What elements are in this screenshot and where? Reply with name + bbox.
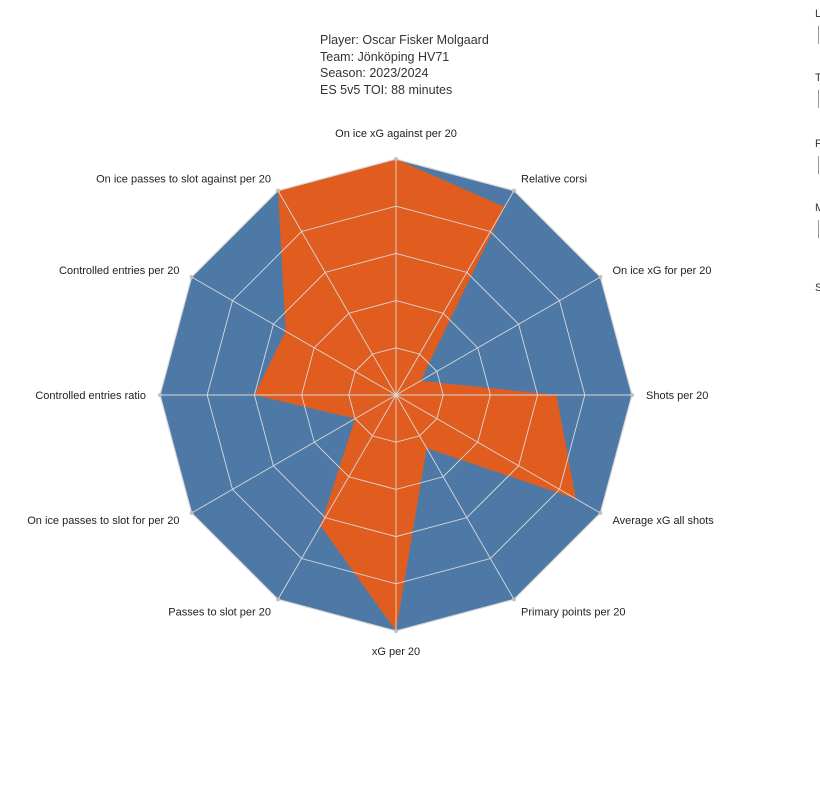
axis-spoke — [395, 394, 515, 600]
axis-label: On ice passes to slot for per 20 — [27, 515, 179, 527]
axis-label: Relative corsi — [521, 173, 587, 185]
axis-end-dot — [630, 393, 634, 397]
axis-spoke — [277, 190, 397, 396]
axis-spoke — [395, 394, 601, 514]
axis-label: On ice xG against per 20 — [335, 128, 457, 140]
toi-line: ES 5v5 TOI: 88 minutes — [320, 82, 453, 97]
grid-layer — [158, 157, 634, 633]
axis-end-dot — [189, 511, 194, 515]
player-line: Player: Oscar Fisker Molgaard — [320, 33, 489, 47]
axis-spoke — [191, 394, 397, 514]
side-panel-letter: P — [815, 138, 820, 150]
axis-end-dot — [158, 393, 162, 397]
side-panel-letter: S — [815, 282, 820, 294]
axis-spoke — [395, 190, 515, 396]
axis-end-dot — [598, 275, 603, 279]
axis-end-dot — [394, 157, 398, 161]
axis-spoke — [395, 276, 601, 396]
axis-end-dot — [598, 511, 603, 515]
axis-label: Passes to slot per 20 — [168, 607, 271, 619]
team-line: Team: Jönköping HV71 — [320, 49, 450, 64]
axis-label: Shots per 20 — [646, 390, 708, 402]
axis-end-dot — [512, 188, 516, 193]
side-panel-control[interactable] — [818, 220, 820, 238]
axis-label: Controlled entries ratio — [35, 390, 146, 402]
axis-label: On ice passes to slot against per 20 — [96, 173, 271, 185]
side-panel-control[interactable] — [818, 156, 820, 174]
axis-end-dot — [512, 597, 516, 602]
axis-end-dot — [276, 188, 280, 193]
side-panel-letter: M — [815, 202, 820, 214]
side-panel-letter: T — [815, 72, 820, 84]
axis-label: xG per 20 — [372, 646, 420, 658]
axis-label-layer: On ice xG against per 20 Relative corsi On… — [27, 128, 714, 658]
season-line: Season: 2023/2024 — [320, 66, 429, 80]
axis-label: Average xG all shots — [613, 515, 715, 527]
axis-end-dot — [276, 597, 280, 602]
axis-end-dot — [189, 275, 194, 279]
axis-label: On ice xG for per 20 — [613, 265, 712, 277]
axis-label: Controlled entries per 20 — [59, 265, 179, 277]
axis-label: Primary points per 20 — [521, 607, 626, 619]
chart-header: Player: Oscar Fisker Molgaard Team: Jönk… — [320, 32, 489, 98]
axis-spoke — [191, 276, 397, 396]
side-panel-letter: L — [815, 8, 820, 20]
axis-end-dot — [394, 629, 398, 633]
axis-spoke — [277, 394, 397, 600]
side-panel-control[interactable] — [818, 26, 820, 44]
side-panel-control[interactable] — [818, 90, 820, 108]
